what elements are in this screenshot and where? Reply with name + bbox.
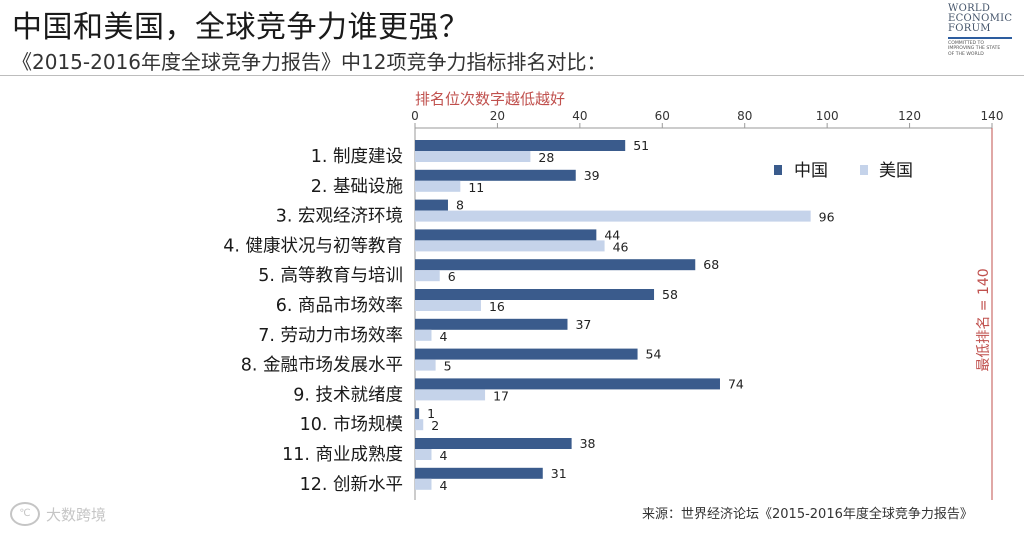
x-tick-label: 40 bbox=[572, 109, 587, 123]
value-label-usa: 6 bbox=[448, 269, 456, 284]
value-label-usa: 5 bbox=[444, 359, 452, 374]
legend-swatch-usa bbox=[860, 165, 868, 175]
axis-note: 排名位次数字越低越好 bbox=[415, 90, 566, 108]
category-label: 2. 基础设施 bbox=[311, 177, 403, 197]
category-label: 9. 技术就绪度 bbox=[293, 385, 403, 405]
value-label-usa: 2 bbox=[431, 418, 439, 433]
x-tick-label: 20 bbox=[490, 109, 505, 123]
bar-usa bbox=[415, 210, 811, 222]
category-label: 6. 商品市场效率 bbox=[276, 296, 403, 316]
value-label-china: 8 bbox=[456, 198, 464, 213]
title-divider bbox=[0, 75, 1024, 76]
value-label-usa: 4 bbox=[439, 329, 447, 344]
category-label: 8. 金融市场发展水平 bbox=[241, 356, 403, 376]
logo-line-3: FORUM bbox=[948, 23, 991, 34]
bar-china bbox=[415, 348, 638, 360]
value-label-china: 54 bbox=[646, 347, 662, 362]
x-tick-label: 60 bbox=[655, 109, 670, 123]
bar-usa bbox=[415, 151, 531, 162]
category-label: 10. 市场规模 bbox=[300, 415, 403, 435]
bar-usa bbox=[415, 389, 486, 401]
category-label: 1. 制度建设 bbox=[311, 147, 403, 167]
bar-china bbox=[415, 199, 448, 211]
bar-usa bbox=[415, 180, 461, 192]
bar-china bbox=[415, 140, 626, 151]
value-label-usa: 4 bbox=[439, 448, 447, 463]
category-label: 4. 健康状况与初等教育 bbox=[223, 236, 403, 256]
value-label-china: 1 bbox=[427, 406, 435, 421]
watermark-icon: ℃ bbox=[10, 502, 40, 526]
logo-bar bbox=[948, 37, 1012, 39]
bar-china bbox=[415, 259, 696, 271]
bar-usa bbox=[415, 419, 424, 431]
value-label-china: 38 bbox=[580, 436, 596, 451]
bar-china bbox=[415, 467, 543, 479]
source-note: 来源：世界经济论坛《2015-2016年度全球竞争力报告》 bbox=[642, 507, 973, 522]
x-tick-label: 80 bbox=[737, 109, 752, 123]
x-tick-label: 120 bbox=[898, 109, 921, 123]
value-label-china: 74 bbox=[728, 376, 744, 391]
bar-usa bbox=[415, 449, 432, 460]
value-label-china: 39 bbox=[584, 168, 600, 183]
watermark-text: 大数跨境 bbox=[46, 505, 107, 524]
logo-tagline-2: IMPROVING THE STATE bbox=[948, 46, 1001, 52]
logo-tagline-3: OF THE WORLD bbox=[948, 51, 984, 57]
x-tick-label: 140 bbox=[981, 109, 1004, 123]
bar-china bbox=[415, 408, 420, 420]
bar-china bbox=[415, 378, 720, 390]
bar-china bbox=[415, 289, 655, 300]
x-tick-label: 0 bbox=[411, 109, 419, 123]
bar-usa bbox=[415, 300, 481, 311]
wef-logo: WORLD ECONOMIC FORUM COMMITTED TO IMPROV… bbox=[948, 4, 1020, 70]
bar-china bbox=[415, 229, 597, 241]
bar-usa bbox=[415, 270, 440, 282]
bar-china bbox=[415, 169, 576, 181]
value-label-china: 31 bbox=[551, 466, 567, 481]
value-label-usa: 16 bbox=[489, 299, 505, 314]
category-label: 7. 劳动力市场效率 bbox=[258, 326, 403, 346]
category-label: 5. 高等教育与培训 bbox=[258, 266, 403, 286]
category-label: 12. 创新水平 bbox=[300, 475, 403, 495]
bar-china bbox=[415, 318, 568, 330]
value-label-usa: 17 bbox=[493, 388, 509, 403]
value-label-usa: 96 bbox=[819, 210, 835, 225]
value-label-china: 58 bbox=[662, 287, 678, 302]
bar-china bbox=[415, 438, 572, 449]
logo-line-2: ECONOMIC bbox=[948, 13, 1013, 24]
value-label-usa: 4 bbox=[439, 478, 447, 493]
logo-tagline-1: COMMITTED TO bbox=[948, 41, 984, 46]
category-label: 11. 商业成熟度 bbox=[282, 444, 403, 465]
bar-usa bbox=[415, 240, 605, 252]
page-subtitle: 《2015-2016年度全球竞争力报告》中12项竞争力指标排名对比： bbox=[12, 50, 607, 74]
x-tick-label: 100 bbox=[816, 109, 839, 123]
bar-usa bbox=[415, 359, 436, 371]
legend-label-china: 中国 bbox=[794, 161, 828, 181]
value-label-china: 37 bbox=[575, 317, 591, 332]
bar-usa bbox=[415, 329, 432, 341]
watermark: ℃ 大数跨境 bbox=[10, 502, 106, 526]
legend-label-usa: 美国 bbox=[879, 161, 913, 181]
value-label-china: 44 bbox=[604, 227, 620, 242]
value-label-usa: 28 bbox=[538, 150, 554, 165]
value-label-china: 68 bbox=[703, 257, 719, 272]
page-title: 中国和美国，全球竞争力谁更强？ bbox=[12, 10, 470, 45]
value-label-china: 51 bbox=[633, 138, 649, 153]
category-label: 3. 宏观经济环境 bbox=[276, 207, 403, 227]
legend-swatch-china bbox=[774, 165, 782, 175]
logo-line-1: WORLD bbox=[948, 3, 991, 14]
value-label-usa: 46 bbox=[613, 239, 629, 254]
value-label-usa: 11 bbox=[468, 180, 484, 195]
bar-usa bbox=[415, 478, 432, 490]
